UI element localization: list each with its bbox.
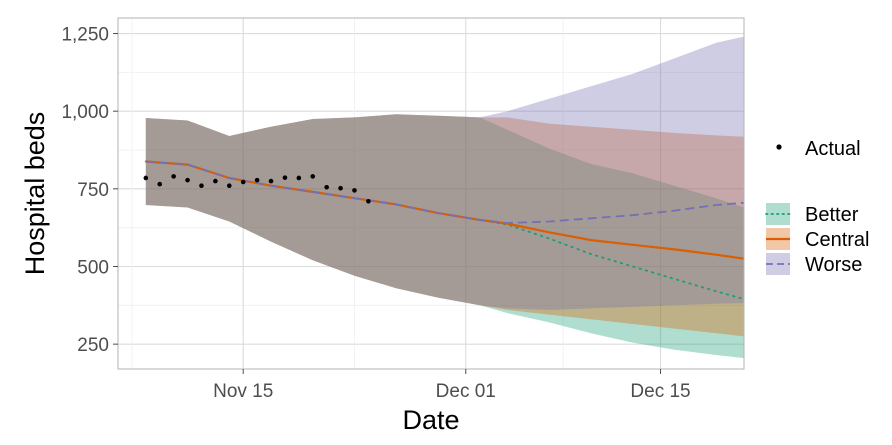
actual-point <box>213 178 218 184</box>
legend-key-actual <box>776 144 782 150</box>
legend-label-better: Better <box>805 204 859 226</box>
y-tick-label: 750 <box>77 180 109 201</box>
y-tick-label: 1,250 <box>61 25 109 46</box>
legend-item-better: Better <box>765 203 859 226</box>
actual-point <box>338 185 343 191</box>
legend-item-central: Central <box>766 228 869 251</box>
actual-point <box>366 198 371 204</box>
actual-point <box>352 188 357 193</box>
x-axis-ticks: Nov 15 Dec 01 Dec 15 <box>213 369 691 402</box>
legend-item-actual: Actual <box>776 138 861 160</box>
legend: Actual Better Central Worse <box>765 138 869 276</box>
series-lines <box>144 160 745 301</box>
x-tick-label: Dec 15 <box>630 381 690 402</box>
actual-point <box>310 174 316 179</box>
actual-point <box>171 174 176 179</box>
ribbon-better <box>145 114 745 359</box>
actual-point <box>296 175 302 181</box>
x-tick-label: Dec 01 <box>436 381 496 402</box>
legend-label-worse: Worse <box>805 254 862 276</box>
actual-point <box>199 183 204 189</box>
actual-point <box>324 184 329 190</box>
legend-label-actual: Actual <box>805 138 861 160</box>
x-axis-title: Date <box>402 405 459 435</box>
actual-point <box>254 177 260 183</box>
ribbon-central <box>145 114 745 337</box>
series-line-worse <box>145 160 745 224</box>
y-axis-ticks: 250 500 750 1,000 1,250 <box>61 25 118 356</box>
actual-point <box>143 175 149 181</box>
legend-item-worse: Worse <box>766 253 862 276</box>
actual-point <box>268 178 274 184</box>
ribbon-worse <box>145 36 745 310</box>
y-axis-title: Hospital beds <box>20 112 50 276</box>
plot-panel <box>118 18 744 369</box>
grid <box>118 18 744 369</box>
plot-border <box>117 17 745 370</box>
y-tick-label: 250 <box>77 335 109 356</box>
y-tick-label: 500 <box>77 257 109 278</box>
actual-points <box>143 174 371 204</box>
ribbons <box>145 36 745 359</box>
actual-point <box>157 181 163 187</box>
actual-point <box>240 179 246 185</box>
actual-point <box>282 175 288 180</box>
actual-point <box>185 177 190 183</box>
actual-point <box>226 183 232 189</box>
y-tick-label: 1,000 <box>61 102 109 123</box>
x-tick-label: Nov 15 <box>213 381 273 402</box>
legend-label-central: Central <box>805 229 869 251</box>
